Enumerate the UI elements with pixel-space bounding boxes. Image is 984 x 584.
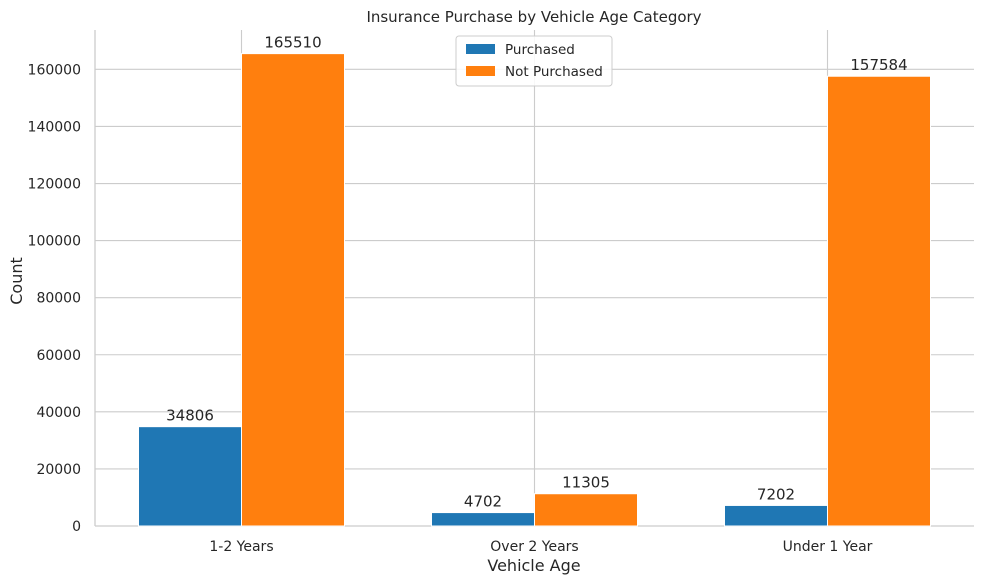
bar-not-purchased: [827, 75, 931, 527]
x-tick-label: Under 1 Year: [783, 539, 873, 555]
y-tick-label: 60000: [36, 348, 81, 364]
y-tick-label: 160000: [28, 62, 81, 78]
data-label: 157584: [850, 56, 907, 74]
chart-title: Insurance Purchase by Vehicle Age Catego…: [366, 8, 701, 26]
legend-swatch: [466, 44, 495, 54]
y-tick-label: 120000: [28, 177, 81, 193]
x-axis-title: Vehicle Age: [487, 556, 580, 575]
bar-purchased: [138, 426, 242, 527]
data-label: 4702: [464, 493, 502, 511]
bar-purchased: [431, 512, 535, 527]
legend: Purchased Not Purchased: [455, 35, 613, 87]
legend-swatch: [466, 66, 495, 76]
x-tick-label: 1-2 Years: [209, 539, 273, 555]
data-label: 34806: [166, 407, 214, 425]
y-tick-label: 20000: [36, 462, 81, 478]
data-label: 7202: [757, 485, 795, 503]
bar-purchased: [724, 504, 828, 527]
data-labels: 34806 4702 7202 165510 11305 157584: [166, 34, 907, 511]
bar-not-purchased: [241, 53, 345, 527]
y-tick-label: 40000: [36, 405, 81, 421]
legend-label: Purchased: [505, 42, 575, 58]
data-label: 11305: [562, 474, 610, 492]
y-tick-label: 0: [72, 519, 81, 535]
y-axis-title: Count: [7, 257, 26, 305]
legend-label: Not Purchased: [505, 64, 603, 80]
y-tick-label: 100000: [28, 234, 81, 250]
y-tick-label: 140000: [28, 119, 81, 135]
y-tick-label: 80000: [36, 291, 81, 307]
tick-labels: 0 20000 40000 60000 80000 100000 120000 140000 1…: [28, 62, 873, 555]
x-tick-label: Over 2 Years: [490, 539, 578, 555]
bar-not-purchased: [534, 493, 638, 527]
bars: [138, 53, 931, 527]
data-label: 165510: [264, 34, 321, 52]
